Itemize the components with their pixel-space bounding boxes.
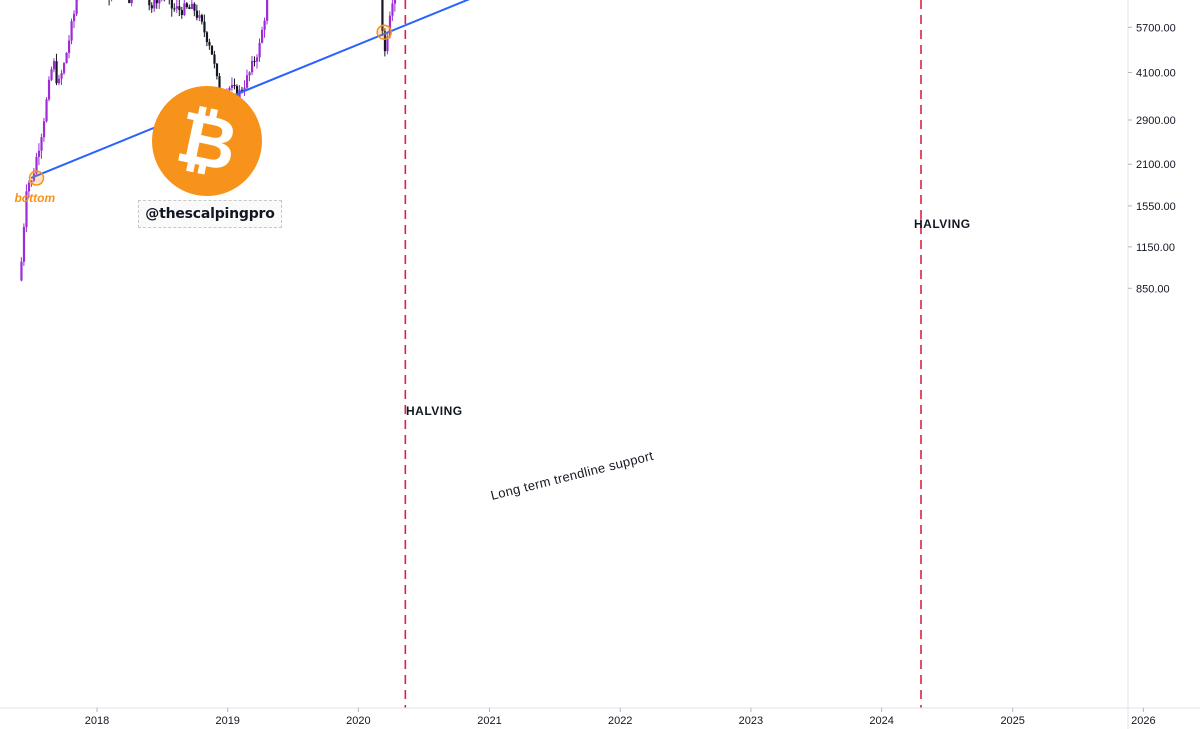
candle: [200, 15, 204, 22]
candle: [248, 72, 251, 76]
candle: [180, 9, 183, 15]
candle: [391, 3, 394, 16]
candle: [193, 3, 196, 11]
x-tick-label: 2021: [477, 715, 501, 727]
candle: [175, 6, 178, 9]
y-tick-label: 2900.00: [1136, 115, 1176, 127]
candle: [130, 0, 133, 4]
bottom-marker: [376, 24, 392, 40]
candle: [245, 75, 249, 88]
y-tick-label: 850.00: [1136, 283, 1170, 295]
candle: [190, 3, 194, 9]
x-tick-label: 2022: [608, 715, 632, 727]
x-tick-label: 2020: [346, 715, 370, 727]
x-tick-label: 2018: [85, 715, 109, 727]
candle: [20, 261, 23, 281]
candle: [188, 7, 191, 9]
bottom-marker: [28, 170, 45, 186]
candle: [198, 15, 201, 18]
candle: [261, 29, 264, 43]
candle: [173, 8, 176, 10]
candle: [22, 227, 26, 262]
candle: [170, 0, 173, 9]
y-tick-label: 5700.00: [1136, 22, 1176, 34]
candle: [47, 79, 51, 100]
candle: [210, 45, 214, 55]
candle: [250, 60, 254, 73]
candle: [50, 69, 53, 80]
candle: [183, 3, 186, 15]
candle: [381, 0, 384, 32]
candle: [148, 0, 151, 6]
x-tick-label: 2023: [739, 715, 763, 727]
candle: [195, 10, 199, 18]
candle: [42, 121, 46, 138]
bottom-label: bottom: [14, 191, 55, 205]
candle: [155, 0, 158, 4]
candle: [215, 63, 219, 77]
candle: [60, 73, 63, 79]
candle: [185, 3, 189, 8]
candle: [67, 40, 71, 53]
x-tick-label: 2024: [869, 715, 893, 727]
y-tick-label: 2100.00: [1136, 159, 1176, 171]
candle: [27, 182, 31, 192]
candle: [25, 191, 28, 228]
candle: [57, 78, 61, 84]
candle: [256, 57, 259, 62]
author-handle-text: @thescalpingpro: [145, 206, 275, 222]
candle: [37, 150, 41, 157]
author-handle: @thescalpingpro: [138, 200, 282, 228]
candle: [388, 15, 392, 37]
candle: [263, 20, 266, 30]
candle: [150, 5, 153, 9]
bitcoin-symbol: ₿: [169, 93, 245, 189]
candle: [203, 21, 206, 33]
candle: [230, 84, 234, 89]
candle: [205, 32, 209, 43]
candle: [235, 85, 239, 99]
candle: [383, 31, 387, 52]
candle: [62, 63, 66, 74]
candle: [75, 0, 78, 14]
bitcoin-logo-icon: ₿: [152, 86, 262, 196]
candle: [55, 61, 58, 84]
candle: [208, 42, 211, 46]
candle: [65, 52, 68, 64]
candle: [228, 88, 231, 91]
candle: [70, 21, 73, 41]
candle: [253, 60, 256, 62]
trendline-support-label: Long term trendline support: [489, 448, 655, 503]
candle: [240, 89, 244, 91]
candle: [40, 137, 43, 151]
candle: [178, 6, 181, 10]
halving-label: HALVING: [914, 217, 971, 231]
candle: [45, 99, 48, 122]
candle: [128, 0, 131, 4]
candle: [243, 87, 246, 91]
candle: [266, 0, 269, 21]
x-tick-label: 2025: [1000, 715, 1024, 727]
candle: [386, 36, 389, 52]
candle: [158, 0, 161, 4]
candle: [238, 89, 241, 99]
candle: [52, 61, 56, 70]
candle: [233, 84, 236, 86]
candle: [35, 156, 38, 174]
y-tick-label: 1550.00: [1136, 201, 1176, 213]
x-tick-label: 2019: [215, 715, 239, 727]
y-tick-label: 1150.00: [1136, 242, 1175, 254]
candle: [213, 54, 216, 64]
x-tick-label: 2026: [1131, 715, 1155, 727]
candle: [258, 42, 261, 58]
candle: [393, 0, 397, 4]
candle: [153, 0, 156, 9]
halving-label: HALVING: [406, 404, 463, 418]
y-tick-label: 4100.00: [1136, 67, 1176, 79]
candle: [73, 13, 76, 22]
